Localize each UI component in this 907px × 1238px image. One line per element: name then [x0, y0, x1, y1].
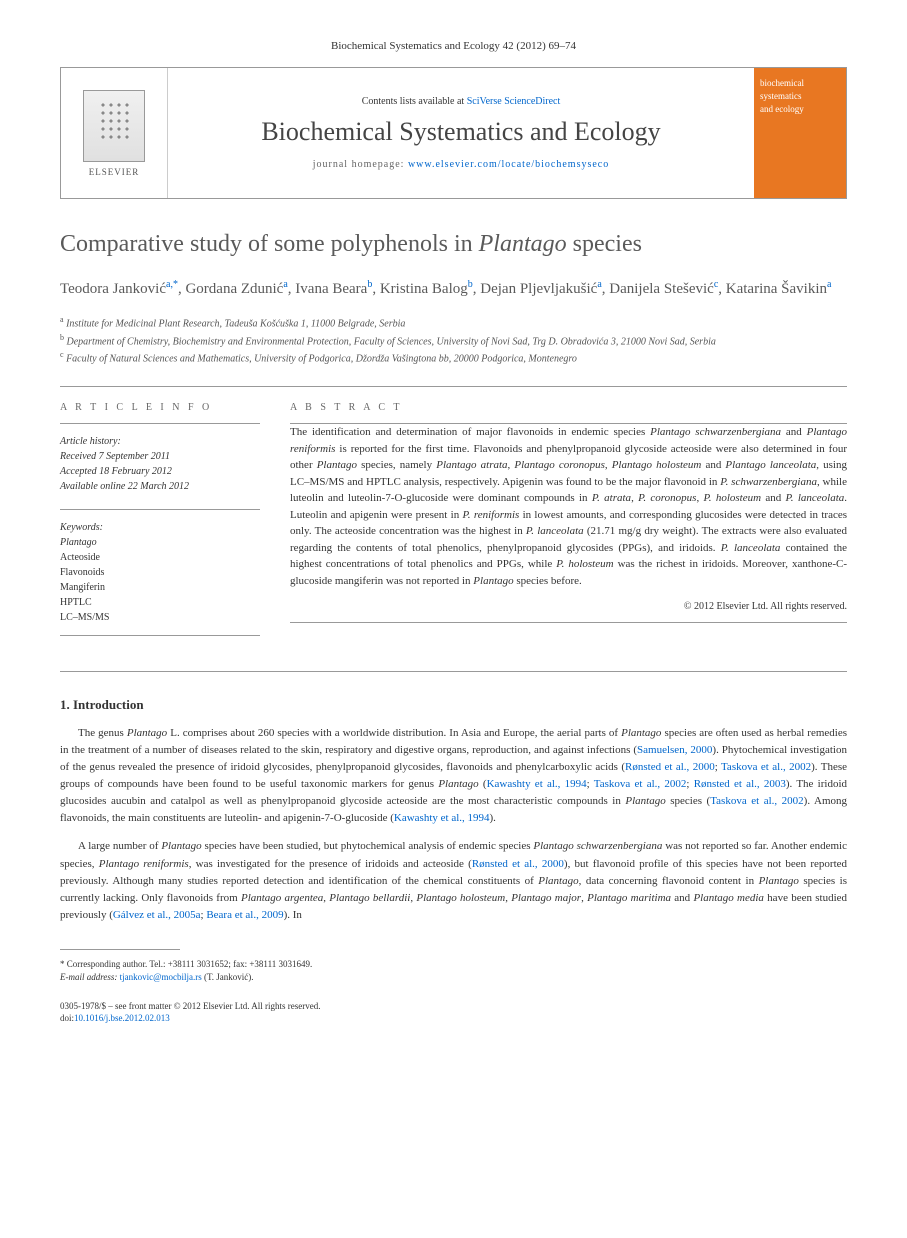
- article-info-column: A R T I C L E I N F O Article history: R…: [60, 402, 260, 646]
- email-label: E-mail address:: [60, 972, 117, 982]
- accepted-date: Accepted 18 February 2012: [60, 464, 260, 479]
- keyword: Plantago: [60, 535, 260, 550]
- abstract-text: The identification and determination of …: [290, 424, 847, 589]
- citation-link[interactable]: Rønsted et al., 2000: [472, 858, 564, 870]
- affiliation: a Institute for Medicinal Plant Research…: [60, 314, 847, 331]
- citation-link[interactable]: Samuelsen, 2000: [637, 744, 712, 756]
- history-label: Article history:: [60, 434, 260, 449]
- received-date: Received 7 September 2011: [60, 449, 260, 464]
- doi-link[interactable]: 10.1016/j.bse.2012.02.013: [74, 1013, 170, 1023]
- corresponding-author: * Corresponding author. Tel.: +38111 303…: [60, 958, 847, 985]
- intro-paragraph-2: A large number of Plantago species have …: [60, 838, 847, 923]
- article-history: Article history: Received 7 September 20…: [60, 434, 260, 494]
- homepage-prefix: journal homepage:: [313, 159, 408, 170]
- copyright: © 2012 Elsevier Ltd. All rights reserved…: [290, 601, 847, 612]
- citation-link[interactable]: Taskova et al., 2002: [710, 795, 803, 807]
- journal-reference: Biochemical Systematics and Ecology 42 (…: [60, 40, 847, 52]
- contents-prefix: Contents lists available at: [362, 96, 467, 107]
- authors: Teodora Jankovića,*, Gordana Zdunića, Iv…: [60, 278, 847, 300]
- affiliation: c Faculty of Natural Sciences and Mathem…: [60, 349, 847, 366]
- title-part: Comparative study of some polyphenols in: [60, 231, 479, 257]
- homepage-link[interactable]: www.elsevier.com/locate/biochemsyseco: [408, 159, 609, 170]
- elsevier-text: ELSEVIER: [89, 167, 140, 177]
- rule: [60, 386, 847, 387]
- title-italic: Plantago: [479, 231, 567, 257]
- article-title: Comparative study of some polyphenols in…: [60, 229, 847, 260]
- cover-line: biochemical: [760, 78, 840, 88]
- corr-line: * Corresponding author. Tel.: +38111 303…: [60, 958, 847, 972]
- cover-line: systematics: [760, 91, 840, 101]
- online-date: Available online 22 March 2012: [60, 479, 260, 494]
- journal-cover-thumb: biochemical systematics and ecology: [754, 68, 846, 198]
- masthead-center: Contents lists available at SciVerse Sci…: [168, 68, 754, 198]
- contents-line: Contents lists available at SciVerse Sci…: [362, 96, 561, 107]
- citation-link[interactable]: Beara et al., 2009: [206, 909, 283, 921]
- abstract-column: A B S T R A C T The identification and d…: [290, 402, 847, 646]
- title-part: species: [567, 231, 642, 257]
- keyword: LC–MS/MS: [60, 610, 260, 625]
- cover-line: and ecology: [760, 104, 840, 114]
- article-info-label: A R T I C L E I N F O: [60, 402, 260, 413]
- citation-link[interactable]: Taskova et al., 2002: [721, 761, 811, 773]
- journal-name: Biochemical Systematics and Ecology: [261, 117, 660, 147]
- email-link[interactable]: tjankovic@mocbilja.rs: [120, 972, 202, 982]
- footer-rule: [60, 949, 180, 950]
- doi-block: 0305-1978/$ – see front matter © 2012 El…: [60, 1000, 847, 1025]
- email-name: (T. Janković).: [204, 972, 254, 982]
- keyword: Acteoside: [60, 550, 260, 565]
- keywords-block: Keywords: PlantagoActeosideFlavonoidsMan…: [60, 520, 260, 625]
- keywords-label: Keywords:: [60, 520, 260, 535]
- citation-link[interactable]: Rønsted et al., 2000: [625, 761, 715, 773]
- abstract-label: A B S T R A C T: [290, 402, 847, 413]
- keyword: HPTLC: [60, 595, 260, 610]
- elsevier-tree-icon: [83, 90, 145, 162]
- citation-link[interactable]: Gálvez et al., 2005a: [113, 909, 201, 921]
- citation-link[interactable]: Rønsted et al., 2003: [694, 778, 786, 790]
- front-matter: 0305-1978/$ – see front matter © 2012 El…: [60, 1000, 847, 1013]
- section-heading-intro: 1. Introduction: [60, 697, 847, 713]
- masthead: ELSEVIER Contents lists available at Sci…: [60, 67, 847, 199]
- homepage-line: journal homepage: www.elsevier.com/locat…: [313, 159, 610, 170]
- keyword: Mangiferin: [60, 580, 260, 595]
- sciencedirect-link[interactable]: SciVerse ScienceDirect: [467, 96, 561, 107]
- citation-link[interactable]: Kawashty et al., 1994: [487, 778, 587, 790]
- citation-link[interactable]: Taskova et al., 2002: [594, 778, 687, 790]
- rule: [60, 671, 847, 672]
- intro-paragraph-1: The genus Plantago L. comprises about 26…: [60, 725, 847, 827]
- elsevier-logo: ELSEVIER: [61, 68, 168, 198]
- affiliations: a Institute for Medicinal Plant Research…: [60, 314, 847, 366]
- doi-label: doi:: [60, 1013, 74, 1023]
- citation-link[interactable]: Kawashty et al., 1994: [394, 812, 490, 824]
- affiliation: b Department of Chemistry, Biochemistry …: [60, 332, 847, 349]
- keyword: Flavonoids: [60, 565, 260, 580]
